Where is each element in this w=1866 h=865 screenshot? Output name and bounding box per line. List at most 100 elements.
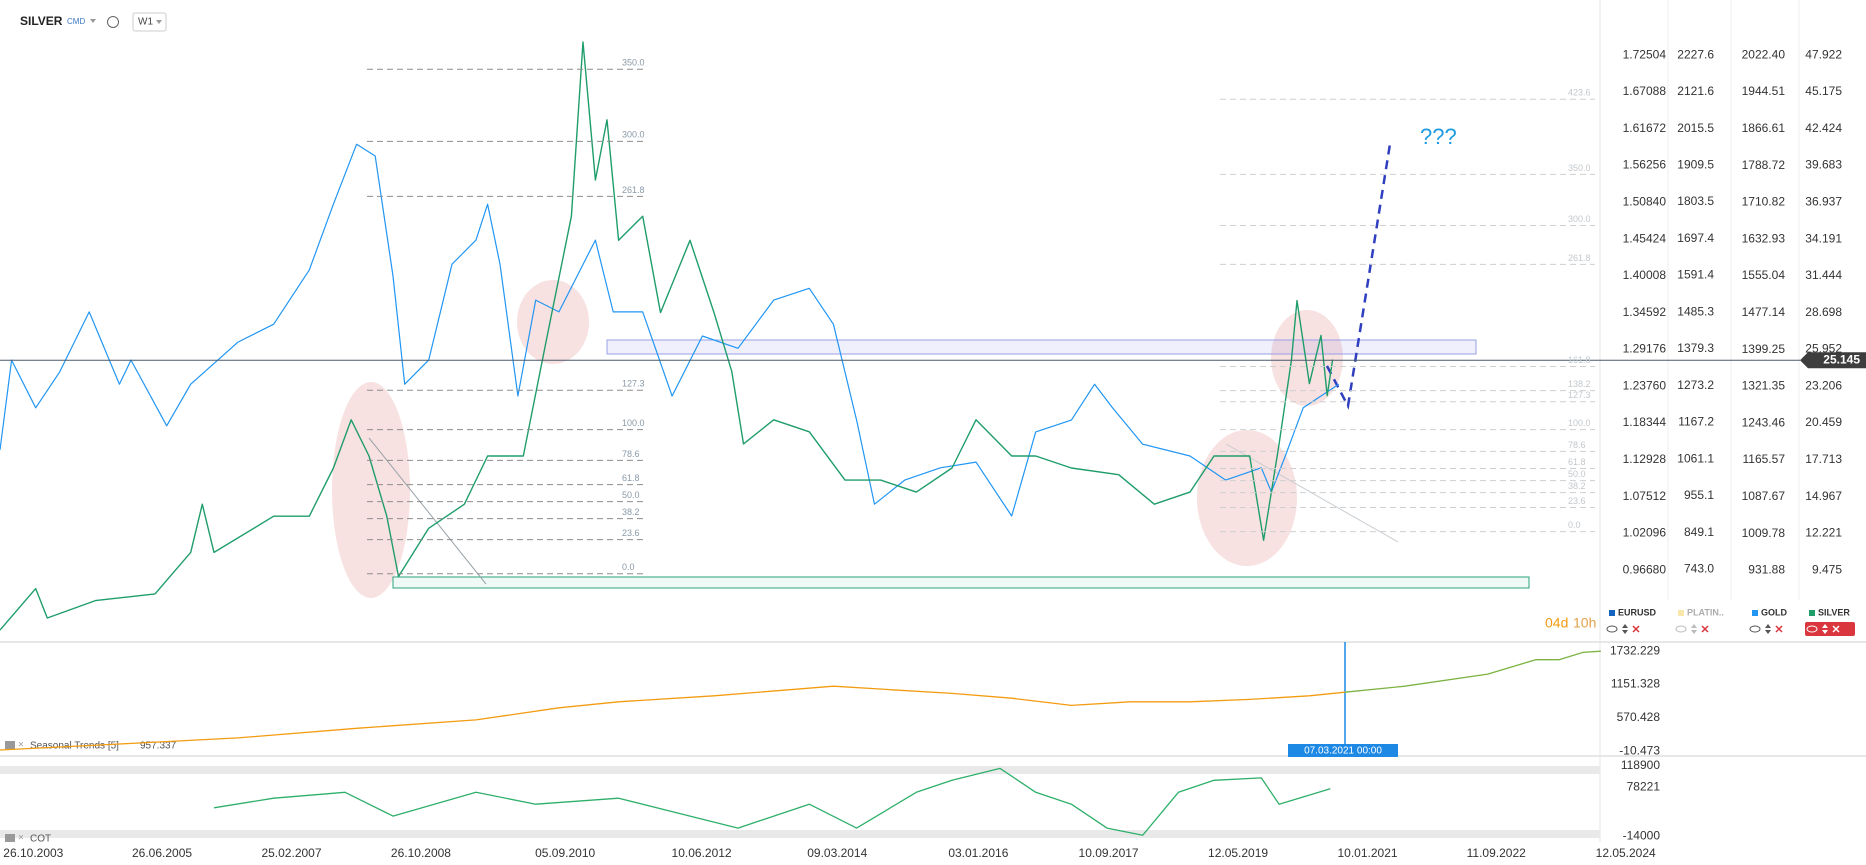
- legend-remove[interactable]: [1832, 625, 1840, 633]
- indicator-icon[interactable]: [5, 834, 15, 842]
- y-tick-label: 1.02096: [1623, 526, 1667, 540]
- fib-label: 23.6: [622, 528, 640, 538]
- fib-label: 423.6: [1568, 88, 1591, 98]
- y-tick-label: 1697.4: [1677, 231, 1714, 245]
- y-tick-label: 1151.328: [1611, 677, 1660, 691]
- info-icon[interactable]: [107, 16, 119, 28]
- y-tick-label: 1243.46: [1742, 415, 1786, 429]
- y-tick-label: 1321.35: [1742, 379, 1786, 393]
- fib-label: 350.0: [622, 58, 645, 68]
- y-tick-label: 1803.5: [1677, 194, 1714, 208]
- last-price-box: [1800, 352, 1866, 369]
- legend-label[interactable]: PLATIN..: [1687, 607, 1724, 617]
- y-tick-label: 25.952: [1805, 342, 1842, 356]
- dropdown-arrow[interactable]: [90, 19, 96, 23]
- highlight-ellipse: [517, 280, 589, 364]
- countdown-hours: 10h: [1573, 615, 1596, 631]
- indicator-line: [0, 685, 1346, 751]
- y-tick-label: 1.72504: [1623, 47, 1667, 61]
- x-tick-label: 10.06.2012: [672, 846, 732, 860]
- highlight-ellipse: [1197, 430, 1297, 566]
- fib-label: 38.2: [1568, 481, 1586, 491]
- y-tick-label: 1.40008: [1623, 268, 1667, 282]
- legend-move[interactable]: [1765, 624, 1771, 634]
- y-tick-label: 2227.6: [1677, 47, 1714, 61]
- y-tick-label: 31.444: [1805, 268, 1842, 282]
- trend-line: [368, 437, 487, 585]
- legend-remove[interactable]: [1701, 625, 1709, 633]
- y-tick-label: 36.937: [1805, 194, 1842, 208]
- y-tick-label: 1866.61: [1742, 121, 1786, 135]
- y-tick-label: 1009.78: [1742, 526, 1786, 540]
- y-tick-label: 1.29176: [1623, 342, 1667, 356]
- x-tick-label: 26.10.2003: [3, 846, 63, 860]
- fib-label: 100.0: [622, 418, 645, 428]
- projection-line: [1325, 143, 1392, 410]
- close-icon[interactable]: ×: [18, 833, 24, 844]
- x-tick-label: 25.02.2007: [261, 846, 321, 860]
- fib-label: 138.2: [1568, 379, 1591, 389]
- y-tick-label: 955.1: [1684, 488, 1714, 502]
- y-tick-label: 1.61672: [1623, 121, 1667, 135]
- legend-eye[interactable]: [1606, 625, 1618, 633]
- source[interactable]: CMD: [67, 17, 85, 26]
- legend-label[interactable]: SILVER: [1818, 607, 1850, 617]
- x-tick-label: 11.09.2022: [1467, 846, 1526, 860]
- fib-label: 261.8: [1568, 253, 1591, 263]
- y-tick-label: 1944.51: [1742, 84, 1786, 98]
- y-tick-label: 78221: [1627, 780, 1661, 794]
- legend-swatch: [1752, 610, 1758, 616]
- y-tick-label: 2121.6: [1677, 84, 1714, 98]
- y-tick-label: 42.424: [1805, 121, 1842, 135]
- legend-eye[interactable]: [1749, 625, 1761, 633]
- y-tick-label: 1632.93: [1742, 231, 1786, 245]
- resistance-zone: [606, 339, 1477, 355]
- y-tick-label: 1732.229: [1610, 643, 1660, 657]
- fib-label: 38.2: [622, 507, 640, 517]
- indicator-icon[interactable]: [5, 741, 15, 749]
- y-tick-label: 39.683: [1805, 158, 1842, 172]
- y-tick-label: 1710.82: [1742, 195, 1786, 209]
- legend-eye[interactable]: [1675, 625, 1687, 633]
- fib-label: 350.0: [1568, 163, 1591, 173]
- interval[interactable]: W1: [138, 17, 153, 28]
- close-icon[interactable]: ×: [18, 740, 24, 751]
- fib-label: 61.8: [622, 473, 640, 483]
- fib-label: 78.6: [1568, 440, 1586, 450]
- y-tick-label: 20.459: [1805, 415, 1842, 429]
- y-tick-label: 1788.72: [1742, 158, 1786, 172]
- fib-label: 78.6: [622, 449, 640, 459]
- x-tick-label: 05.09.2010: [535, 846, 595, 860]
- fib-label: 0.0: [622, 562, 635, 572]
- x-tick-label: 12.05.2024: [1596, 846, 1656, 860]
- y-tick-label: 1555.04: [1742, 268, 1786, 282]
- y-tick-label: 45.175: [1805, 84, 1842, 98]
- fib-label: 0.0: [1568, 520, 1581, 530]
- interval-box[interactable]: [132, 12, 167, 32]
- fib-label: 100.0: [1568, 418, 1591, 428]
- symbol[interactable]: SILVER: [20, 14, 63, 28]
- y-tick-label: 2015.5: [1677, 121, 1714, 135]
- legend-move[interactable]: [1622, 624, 1628, 634]
- legend-move[interactable]: [1691, 624, 1697, 634]
- legend-eye[interactable]: [1806, 625, 1818, 633]
- legend-remove[interactable]: [1632, 625, 1640, 633]
- legend-label[interactable]: GOLD: [1761, 607, 1787, 617]
- y-tick-label: 14.967: [1805, 489, 1842, 503]
- legend-active[interactable]: [1805, 622, 1855, 636]
- y-tick-label: 1273.2: [1677, 378, 1714, 392]
- y-tick-label: 849.1: [1684, 525, 1714, 539]
- support-zone: [392, 576, 1530, 589]
- y-tick-label: 28.698: [1805, 305, 1842, 319]
- y-tick-label: 2022.40: [1742, 47, 1786, 61]
- legend-label[interactable]: EURUSD: [1618, 607, 1657, 617]
- indicator-line: [1344, 650, 1601, 693]
- legend-move[interactable]: [1822, 624, 1828, 634]
- y-tick-label: 1.34592: [1623, 305, 1667, 319]
- y-tick-label: 1.23760: [1623, 378, 1667, 392]
- interval-arrow: [156, 20, 162, 24]
- y-tick-label: 931.88: [1748, 563, 1785, 577]
- legend-remove[interactable]: [1775, 625, 1783, 633]
